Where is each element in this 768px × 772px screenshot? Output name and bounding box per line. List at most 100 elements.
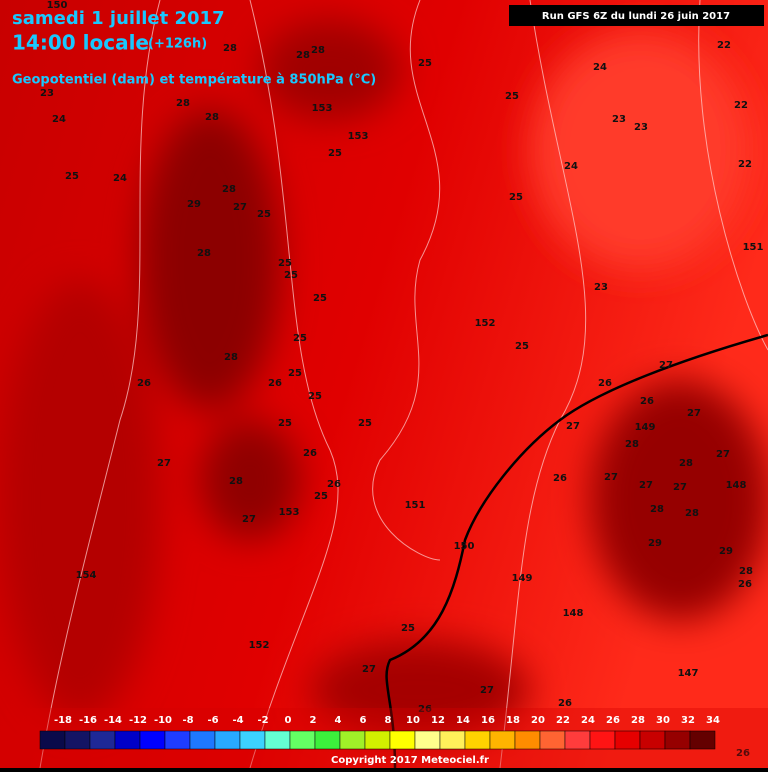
contour-label: 28 (679, 458, 693, 469)
colorbar-label: 14 (456, 715, 470, 726)
colorbar-swatch (314, 730, 341, 750)
colorbar-swatch (189, 730, 216, 750)
contour-label: 25 (509, 192, 523, 203)
contour-label: 25 (257, 209, 271, 220)
colorbar-label: -6 (207, 715, 218, 726)
lead-time: (+126h) (148, 37, 207, 52)
contour-label: 29 (187, 199, 201, 210)
contour-label: 29 (648, 538, 662, 549)
contour-label: 25 (293, 333, 307, 344)
contour-label: 25 (313, 293, 327, 304)
colorbar-swatch (339, 730, 366, 750)
colorbar-label: 10 (406, 715, 420, 726)
contour-label: 153 (312, 103, 333, 114)
temperature-field (0, 20, 768, 740)
colorbar-swatch (414, 730, 441, 750)
contour-label: 26 (598, 378, 612, 389)
colorbar-swatch (489, 730, 516, 750)
colorbar-label: 18 (506, 715, 520, 726)
colorbar-label: 4 (335, 715, 342, 726)
contour-label: 27 (687, 408, 701, 419)
colorbar-label: -10 (154, 715, 172, 726)
contour-label: 28 (222, 184, 236, 195)
contour-label: 28 (205, 112, 219, 123)
contour-label: 25 (515, 341, 529, 352)
contour-label: 28 (197, 248, 211, 259)
contour-label: 26 (268, 378, 282, 389)
contour-label: 25 (284, 270, 298, 281)
colorbar-swatch (514, 730, 541, 750)
colorbar-swatch (214, 730, 241, 750)
contour-label: 25 (278, 258, 292, 269)
colorbar-swatch (439, 730, 466, 750)
contour-label: 27 (639, 480, 653, 491)
contour-label: 148 (726, 480, 747, 491)
contour-label: 25 (418, 58, 432, 69)
colorbar-swatch (239, 730, 266, 750)
contour-label: 25 (505, 91, 519, 102)
contour-label: 28 (224, 352, 238, 363)
colorbar-swatch (264, 730, 291, 750)
colorbar-label: 26 (606, 715, 620, 726)
contour-label: 28 (311, 45, 325, 56)
colorbar-label: 34 (706, 715, 720, 726)
contour-label: 25 (358, 418, 372, 429)
colorbar-label: 2 (310, 715, 317, 726)
colorbar-swatch (39, 730, 66, 750)
contour-label: 28 (685, 508, 699, 519)
contour-label: 152 (475, 318, 496, 329)
colorbar-swatch (614, 730, 641, 750)
colorbar-label: -16 (79, 715, 97, 726)
contour-label: 151 (743, 242, 764, 253)
contour-label: 28 (625, 439, 639, 450)
contour-label: 26 (303, 448, 317, 459)
contour-label: 27 (604, 472, 618, 483)
colorbar-label: 24 (581, 715, 595, 726)
contour-label: 154 (76, 570, 97, 581)
colorbar-label: 20 (531, 715, 545, 726)
colorbar-label: -4 (232, 715, 243, 726)
contour-label: 27 (480, 685, 494, 696)
contour-label: 149 (635, 422, 656, 433)
colorbar-label: 12 (431, 715, 445, 726)
colorbar-swatch (139, 730, 166, 750)
contour-label: 153 (279, 507, 300, 518)
contour-label: 24 (564, 161, 578, 172)
colorbar-label: -2 (257, 715, 268, 726)
colorbar-swatch (539, 730, 566, 750)
subtitle: Geopotentiel (dam) et température à 850h… (12, 73, 376, 88)
colorbar-label: 8 (385, 715, 392, 726)
contour-label: 26 (137, 378, 151, 389)
contour-label: 25 (278, 418, 292, 429)
colorbar-label: 6 (360, 715, 367, 726)
colorbar-swatch (364, 730, 391, 750)
contour-label: 27 (673, 482, 687, 493)
contour-label: 25 (314, 491, 328, 502)
time: 14:00 locale (12, 31, 149, 55)
colorbar-label: 0 (285, 715, 292, 726)
contour-label: 24 (52, 114, 66, 125)
contour-label: 28 (176, 98, 190, 109)
contour-label: 27 (362, 664, 376, 675)
frontier-line (385, 333, 768, 769)
colorbar-swatch (464, 730, 491, 750)
contour-label: 25 (328, 148, 342, 159)
contour-label: 22 (717, 40, 731, 51)
contour-label: 26 (738, 579, 752, 590)
contour-label: 28 (296, 50, 310, 61)
contour-label: 23 (612, 114, 626, 125)
contour-label: 22 (738, 159, 752, 170)
colorbar-swatch (664, 730, 691, 750)
contour-label: 22 (734, 100, 748, 111)
contour-label: 27 (716, 449, 730, 460)
colorbar-label: 16 (481, 715, 495, 726)
contour-label: 150 (47, 0, 68, 11)
contour-label: 27 (566, 421, 580, 432)
contour-label: 24 (593, 62, 607, 73)
contour-label: 27 (659, 360, 673, 371)
run-info: Run GFS 6Z du lundi 26 juin 2017 (542, 11, 730, 22)
colorbar-swatch (64, 730, 91, 750)
contour-label: 23 (594, 282, 608, 293)
run-box (509, 5, 764, 26)
